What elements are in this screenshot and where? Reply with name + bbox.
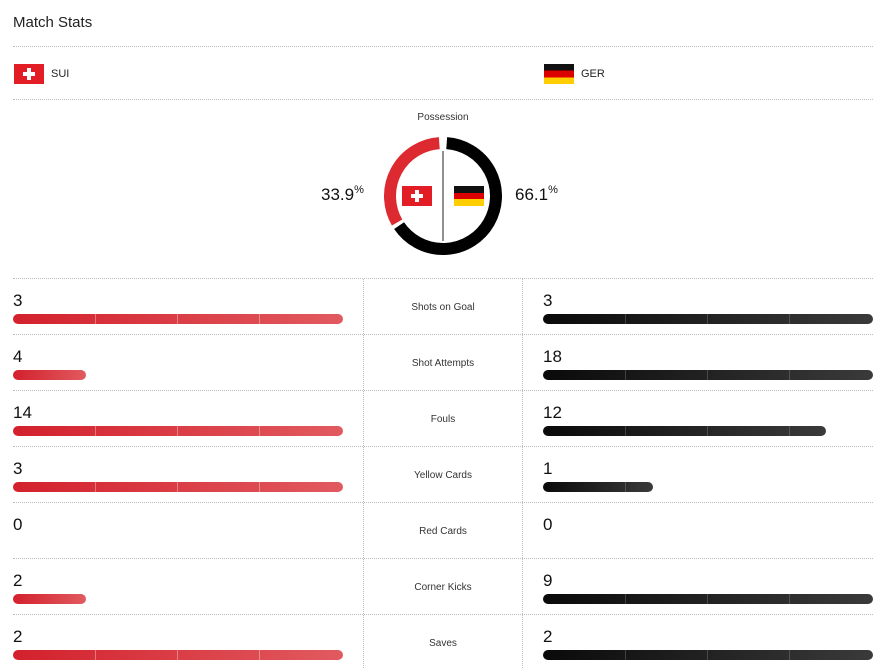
possession-label: Possession [417,112,469,123]
column-divider [522,279,523,668]
away-stat-bar [543,426,826,436]
away-team-abbr: GER [581,68,605,80]
divider [13,278,873,279]
stat-row: 3 1 Yellow Cards [0,447,886,503]
divider [13,502,873,503]
away-stat-bar [543,314,873,324]
away-stat-bar [543,482,653,492]
away-team: GER [544,64,605,84]
home-stat-value: 0 [13,515,23,534]
home-stat-value: 14 [13,403,32,422]
stat-label: Shots on Goal [411,301,475,313]
home-stat-value: 2 [13,571,23,590]
away-stat-value: 2 [543,627,553,646]
away-stat-value: 9 [543,571,553,590]
home-team: SUI [14,64,69,84]
home-possession-value: 33.9% [321,184,364,204]
away-stat-bar [543,370,873,380]
home-stat-bar [13,314,343,324]
stat-label: Corner Kicks [414,581,472,593]
away-stat-value: 0 [543,515,553,534]
stat-row: 14 12 Fouls [0,391,886,447]
away-stat-bar [543,650,873,660]
stat-label: Red Cards [419,525,467,537]
divider [13,46,873,47]
home-stat-value: 3 [13,459,23,478]
home-stat-bar [13,426,343,436]
away-possession-arc [394,137,502,255]
away-stat-value: 3 [543,291,553,310]
possession-donut-chart [384,137,502,255]
column-divider [363,279,364,668]
divider [13,99,873,100]
match-stats-title: Match Stats [13,14,93,31]
away-stat-value: 1 [543,459,553,478]
home-stat-bar [13,594,86,604]
swiss-flag-icon [402,186,432,206]
stat-row: 2 9 Corner Kicks [0,559,886,615]
stat-row: 2 2 Saves [0,615,886,671]
divider [13,614,873,615]
home-stat-bar [13,370,86,380]
german-flag-icon [544,64,574,84]
home-stat-bar [13,650,343,660]
home-stat-value: 4 [13,347,23,366]
stat-row: 3 3 Shots on Goal [0,279,886,335]
away-stat-value: 18 [543,347,562,366]
divider [13,558,873,559]
divider [13,334,873,335]
stat-label: Saves [429,637,457,649]
away-possession-value: 66.1% [515,184,558,204]
divider [13,390,873,391]
away-stat-bar [543,594,873,604]
stat-label: Yellow Cards [414,469,472,481]
stat-label: Fouls [430,413,456,425]
stat-label: Shot Attempts [411,357,475,369]
home-team-abbr: SUI [51,68,70,80]
home-possession-arc [384,137,440,226]
away-stat-value: 12 [543,403,562,422]
home-stat-value: 3 [13,291,23,310]
german-flag-icon [454,186,484,206]
stat-row: 0 0 Red Cards [0,503,886,559]
home-stat-bar [13,482,343,492]
divider [13,446,873,447]
swiss-flag-icon [14,64,44,84]
home-stat-value: 2 [13,627,23,646]
stat-row: 4 18 Shot Attempts [0,335,886,391]
